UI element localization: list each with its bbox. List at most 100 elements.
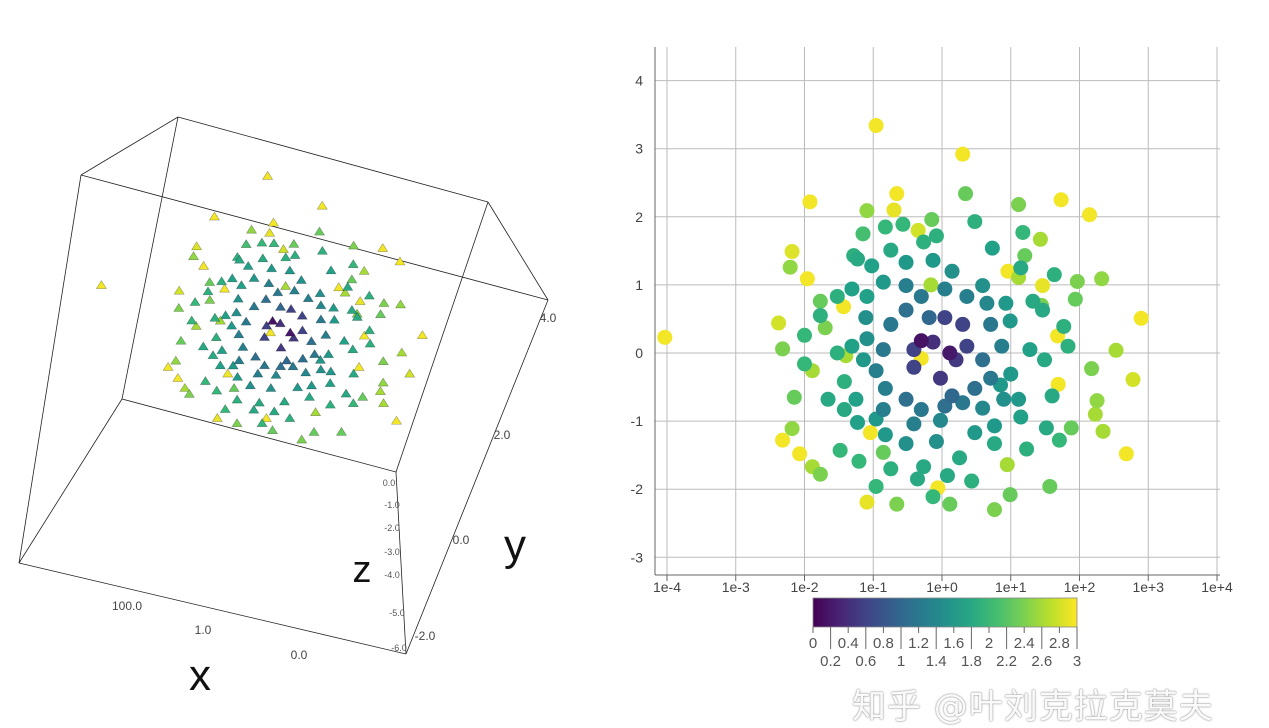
data-point xyxy=(959,288,975,304)
marker-3d xyxy=(240,316,252,326)
marker-3d xyxy=(248,404,260,414)
marker-3d xyxy=(348,368,360,378)
data-point xyxy=(771,315,787,331)
marker-3d xyxy=(277,244,289,253)
marker-3d xyxy=(233,355,245,365)
colorbar-tick-label: 2.8 xyxy=(1049,635,1070,652)
data-point xyxy=(812,308,828,324)
data-point xyxy=(898,436,914,452)
marker-3d xyxy=(358,330,370,340)
data-point xyxy=(1022,342,1038,358)
marker-3d xyxy=(228,382,240,392)
marker-3d xyxy=(230,307,243,317)
data-point xyxy=(967,380,983,396)
marker-3d xyxy=(363,290,375,300)
box-edge xyxy=(405,299,549,655)
data-point xyxy=(898,302,914,318)
y-axis-tick-label: -2.0 xyxy=(415,629,436,643)
colorbar-tick-label: 2.2 xyxy=(996,653,1017,670)
data-point xyxy=(859,288,875,304)
data-point xyxy=(802,194,818,210)
data-point xyxy=(906,359,922,375)
box-edge xyxy=(18,562,407,655)
marker-3d xyxy=(233,329,245,339)
marker-3d xyxy=(226,273,238,283)
scatter2d-panel[interactable]: 1e-4 1e-3 1e-2 1e-1 1e+0 1e+1 1e+2 1e+3 1e+4 -3 -2… xyxy=(631,47,1233,595)
y-tick-label: 4 xyxy=(635,73,643,89)
data-point xyxy=(942,496,958,512)
marker-3d xyxy=(187,251,200,260)
data-point xyxy=(886,202,902,218)
data-point xyxy=(932,412,948,428)
data-point xyxy=(1013,260,1029,276)
marker-3d xyxy=(231,371,244,381)
data-point xyxy=(986,418,1002,434)
data-point xyxy=(1087,406,1103,422)
marker-3d xyxy=(264,227,276,237)
watermark: 知乎 @叶刘克拉克莫夫 xyxy=(852,687,1214,727)
data-point xyxy=(996,391,1012,407)
box-edge xyxy=(80,174,549,301)
data-point xyxy=(967,425,983,441)
data-point xyxy=(784,421,800,437)
data-point xyxy=(1060,338,1076,354)
data-point xyxy=(916,234,932,250)
data-point xyxy=(1044,388,1060,404)
data-point xyxy=(1125,372,1141,388)
data-point xyxy=(998,295,1014,311)
data-point xyxy=(859,331,875,347)
marker-3d xyxy=(245,224,258,234)
marker-3d xyxy=(219,283,231,293)
marker-3d xyxy=(227,360,239,370)
data-point xyxy=(1038,420,1054,436)
data-point xyxy=(836,402,852,418)
marker-3d xyxy=(390,415,403,425)
marker-3d xyxy=(220,310,232,320)
data-point xyxy=(1019,441,1035,457)
marker-3d xyxy=(198,260,210,270)
marker-3d xyxy=(183,388,195,398)
marker-3d xyxy=(342,281,354,291)
data-point xyxy=(1025,293,1041,309)
data-point xyxy=(1015,224,1031,240)
colorbar-tick-label: 1.8 xyxy=(961,653,982,670)
data-point xyxy=(944,263,960,279)
marker-3d xyxy=(281,355,293,365)
data-point xyxy=(913,288,929,304)
box-edge xyxy=(80,116,179,176)
data-point xyxy=(999,457,1015,473)
data-point xyxy=(1050,376,1066,392)
marker-3d xyxy=(252,368,264,378)
marker-3d xyxy=(244,380,256,390)
marker-3d xyxy=(219,404,231,413)
data-point xyxy=(832,442,848,458)
box-edge xyxy=(395,201,489,473)
data-point xyxy=(1095,423,1111,439)
marker-3d xyxy=(347,344,359,354)
data-point xyxy=(906,416,922,432)
marker-3d xyxy=(322,349,335,358)
x-tick-label: 1e+1 xyxy=(995,579,1027,595)
y-tick-label: -3 xyxy=(631,549,644,565)
data-point xyxy=(875,444,891,460)
marker-3d xyxy=(190,320,202,330)
marker-3d xyxy=(315,364,327,374)
data-point xyxy=(1118,446,1134,462)
marker-3d xyxy=(209,312,221,322)
colorbar: 00.20.40.60.811.21.41.61.822.22.42.62.83 xyxy=(809,597,1081,670)
marker-3d xyxy=(404,368,416,378)
data-point xyxy=(875,402,891,418)
marker-3d xyxy=(378,398,390,407)
marker-3d xyxy=(316,200,328,210)
scatter3d-panel[interactable]: 100.0 1.0 0.0 4.0 2.0 0.0 -2.0 0.0 -1.0 -2.0 -3.0 -… xyxy=(18,116,557,700)
data-point xyxy=(986,436,1002,452)
data-point xyxy=(939,468,955,484)
marker-3d xyxy=(233,254,246,264)
data-point xyxy=(868,478,884,494)
marker-3d xyxy=(267,217,280,227)
marker-3d xyxy=(394,256,406,266)
data-point xyxy=(975,278,991,294)
marker-3d xyxy=(211,385,223,395)
marker-3d xyxy=(378,297,390,307)
data-point xyxy=(975,352,991,368)
